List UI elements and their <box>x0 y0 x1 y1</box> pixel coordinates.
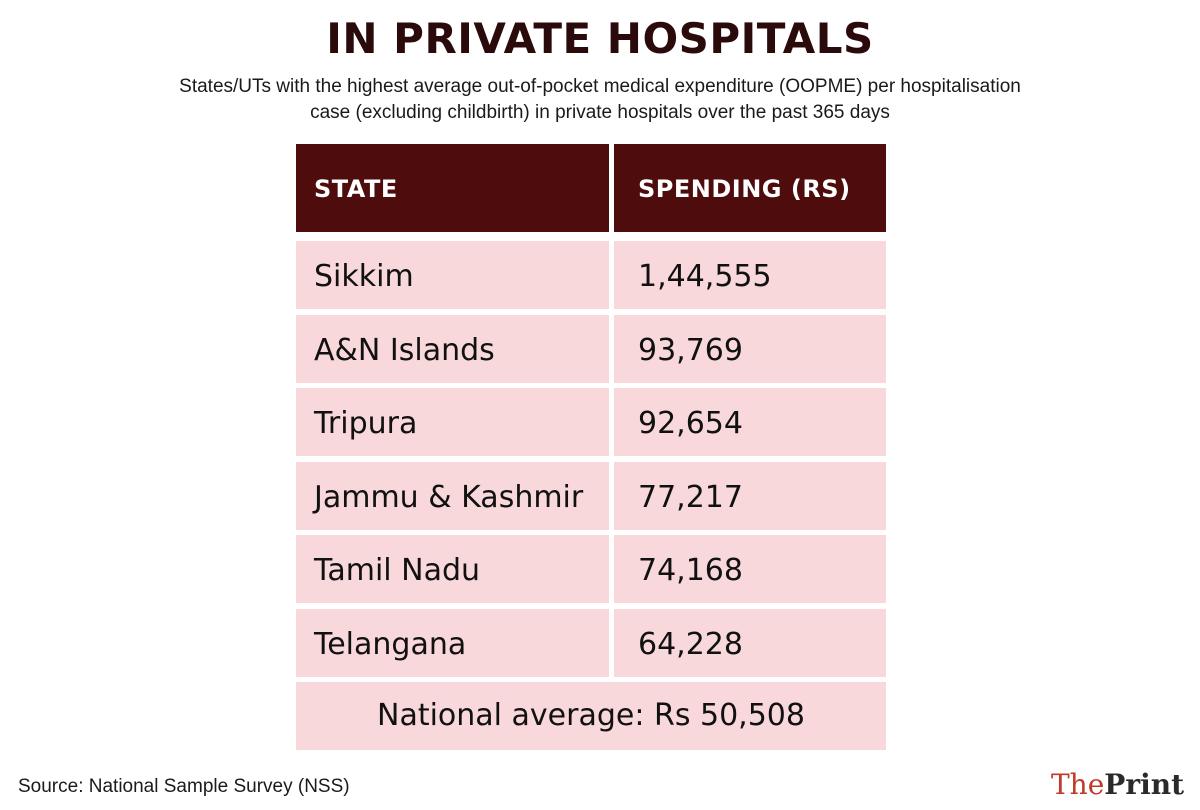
header-spending-label: SPENDING (RS) <box>638 175 851 203</box>
national-average-row: National average: Rs 50,508 <box>296 682 886 750</box>
national-average-label: National average: Rs 50,508 <box>377 698 805 733</box>
state-name: Sikkim <box>314 259 414 294</box>
state-name: Jammu & Kashmir <box>314 480 584 515</box>
header-spending: SPENDING (RS) <box>614 144 886 232</box>
subtitle-line-2: case (excluding childbirth) in private h… <box>310 102 890 123</box>
table-row-state-cell: A&N Islands <box>296 315 609 383</box>
state-name: Tamil Nadu <box>314 553 481 588</box>
table-row-spending-cell: 93,769 <box>614 315 886 383</box>
table-row-state-cell: Jammu & Kashmir <box>296 462 609 530</box>
state-name: Tripura <box>314 406 418 441</box>
logo-print: Print <box>1104 768 1184 801</box>
state-name: A&N Islands <box>314 333 495 368</box>
spending-value: 93,769 <box>638 333 743 368</box>
table-row-state-cell: Tamil Nadu <box>296 535 609 603</box>
table-row-spending-cell: 77,217 <box>614 462 886 530</box>
spending-value: 77,217 <box>638 480 743 515</box>
table-row-state-cell: Sikkim <box>296 241 609 309</box>
logo-the: The <box>1050 768 1105 801</box>
table-row-spending-cell: 92,654 <box>614 388 886 456</box>
state-name: Telangana <box>314 627 467 662</box>
table-row-state-cell: Tripura <box>296 388 609 456</box>
source-note: Source: National Sample Survey (NSS) <box>18 776 350 797</box>
page-title: IN PRIVATE HOSPITALS <box>326 14 874 63</box>
table-row-state-cell: Telangana <box>296 609 609 677</box>
subtitle-line-1: States/UTs with the highest average out-… <box>179 76 1021 97</box>
table-row-spending-cell: 74,168 <box>614 535 886 603</box>
table-row-spending-cell: 64,228 <box>614 609 886 677</box>
spending-value: 64,228 <box>638 627 743 662</box>
theprint-logo: ThePrint <box>1051 768 1184 801</box>
spending-value: 1,44,555 <box>638 259 772 294</box>
header-state-label: STATE <box>314 175 398 203</box>
table-row-spending-cell: 1,44,555 <box>614 241 886 309</box>
subtitle: States/UTs with the highest average out-… <box>100 74 1100 126</box>
spending-value: 92,654 <box>638 406 743 441</box>
header-state: STATE <box>296 144 609 232</box>
spending-value: 74,168 <box>638 553 743 588</box>
